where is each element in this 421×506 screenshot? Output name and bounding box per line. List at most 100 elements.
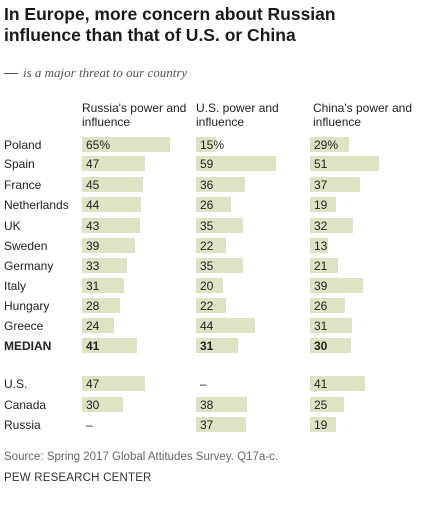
bar-spain-russia [82,156,145,171]
value-germany-russia: 33 [86,259,100,273]
value-germany-china: 21 [314,259,328,273]
bar-france-russia [82,177,143,192]
bar-uk-us [196,218,243,233]
value-russia-china: 19 [314,418,328,432]
row-label-canada: Canada [4,398,47,412]
bar-canada-russia [82,397,123,412]
bar-netherlands-russia [82,197,141,212]
bar-germany-russia [82,258,127,273]
value-u-s-us: – [200,377,207,391]
subtitle-text: is a major threat to our country [23,65,188,80]
value-uk-us: 35 [200,219,214,233]
value-uk-china: 32 [314,219,328,233]
value-uk-russia: 43 [86,219,100,233]
value-france-us: 36 [200,178,214,192]
value-hungary-russia: 28 [86,299,100,313]
value-netherlands-russia: 44 [86,198,100,212]
bar-germany-china [310,258,338,273]
bar-france-us [196,177,245,192]
row-label-poland: Poland [4,138,42,152]
bar-sweden-russia [82,238,135,253]
chart-subtitle: is a major threat to our country [4,65,187,81]
bar-france-china [310,177,360,192]
row-label-u-s: U.S. [4,377,28,391]
bar-russia-china [310,417,336,432]
chart-title: In Europe, more concern about Russian in… [4,4,336,45]
row-label-greece: Greece [4,319,44,333]
value-sweden-china: 13 [314,239,328,253]
value-poland-china: 29% [314,138,339,152]
bar-greece-china [310,318,352,333]
bar-italy-china [310,278,363,293]
bar-spain-us [196,156,276,171]
row-label-italy: Italy [4,279,27,293]
bar-hungary-china [310,298,345,313]
bar-canada-china [310,397,344,412]
bar-canada-us [196,397,247,412]
bar-netherlands-china [310,197,336,212]
column-header-china: China's power and influence [313,101,413,129]
value-sweden-us: 22 [200,239,214,253]
value-poland-russia: 65% [86,138,111,152]
value-greece-russia: 24 [86,319,100,333]
bar-russia-us [196,417,246,432]
row-label-sweden: Sweden [4,239,48,253]
row-label-germany: Germany [4,259,54,273]
row-label-netherlands: Netherlands [4,198,69,212]
value-greece-china: 31 [314,319,328,333]
value-u-s-russia: 47 [86,377,100,391]
value-spain-us: 59 [200,157,214,171]
row-label-france: France [4,178,42,192]
bar-greece-russia [82,318,114,333]
column-header-russia: Russia's power and influence [82,101,187,129]
value-hungary-china: 26 [314,299,328,313]
bar-poland-russia [82,137,170,152]
row-label-median: MEDIAN [4,339,52,353]
value-greece-us: 44 [200,319,214,333]
row-label-spain: Spain [4,157,35,171]
blank-line [4,73,18,74]
bar-italy-us [196,278,223,293]
source-note: Source: Spring 2017 Global Attitudes Sur… [4,451,279,463]
value-sweden-russia: 39 [86,239,100,253]
value-italy-us: 20 [200,279,214,293]
value-spain-russia: 47 [86,157,100,171]
bar-hungary-us [196,298,226,313]
bar-netherlands-us [196,197,231,212]
value-russia-russia: – [86,418,93,432]
bar-uk-russia [82,218,140,233]
bar-median-china [310,338,351,353]
value-canada-china: 25 [314,398,328,412]
bar-u-s-russia [82,376,145,391]
row-label-hungary: Hungary [4,299,50,313]
value-u-s-china: 41 [314,377,328,391]
bar-sweden-china [310,238,328,253]
bar-median-russia [82,338,137,353]
bar-u-s-china [310,376,365,391]
value-france-china: 37 [314,178,328,192]
bar-italy-russia [82,278,124,293]
bar-median-us [196,338,238,353]
value-spain-china: 51 [314,157,328,171]
value-france-russia: 45 [86,178,100,192]
value-canada-us: 38 [200,398,214,412]
bar-germany-us [196,258,243,273]
organization-name: PEW RESEARCH CENTER [4,472,152,484]
value-netherlands-china: 19 [314,198,328,212]
bar-spain-china [310,156,379,171]
row-label-uk: UK [4,219,21,233]
value-canada-russia: 30 [86,398,100,412]
value-russia-us: 37 [200,418,214,432]
row-label-russia: Russia [4,418,41,432]
value-netherlands-us: 26 [200,198,214,212]
bar-poland-china [310,137,349,152]
value-germany-us: 35 [200,259,214,273]
value-italy-china: 39 [314,279,328,293]
value-median-russia: 41 [86,339,100,353]
bar-uk-china [310,218,353,233]
value-median-china: 30 [314,339,328,353]
value-median-us: 31 [200,339,214,353]
value-hungary-us: 22 [200,299,214,313]
bar-hungary-russia [82,298,120,313]
